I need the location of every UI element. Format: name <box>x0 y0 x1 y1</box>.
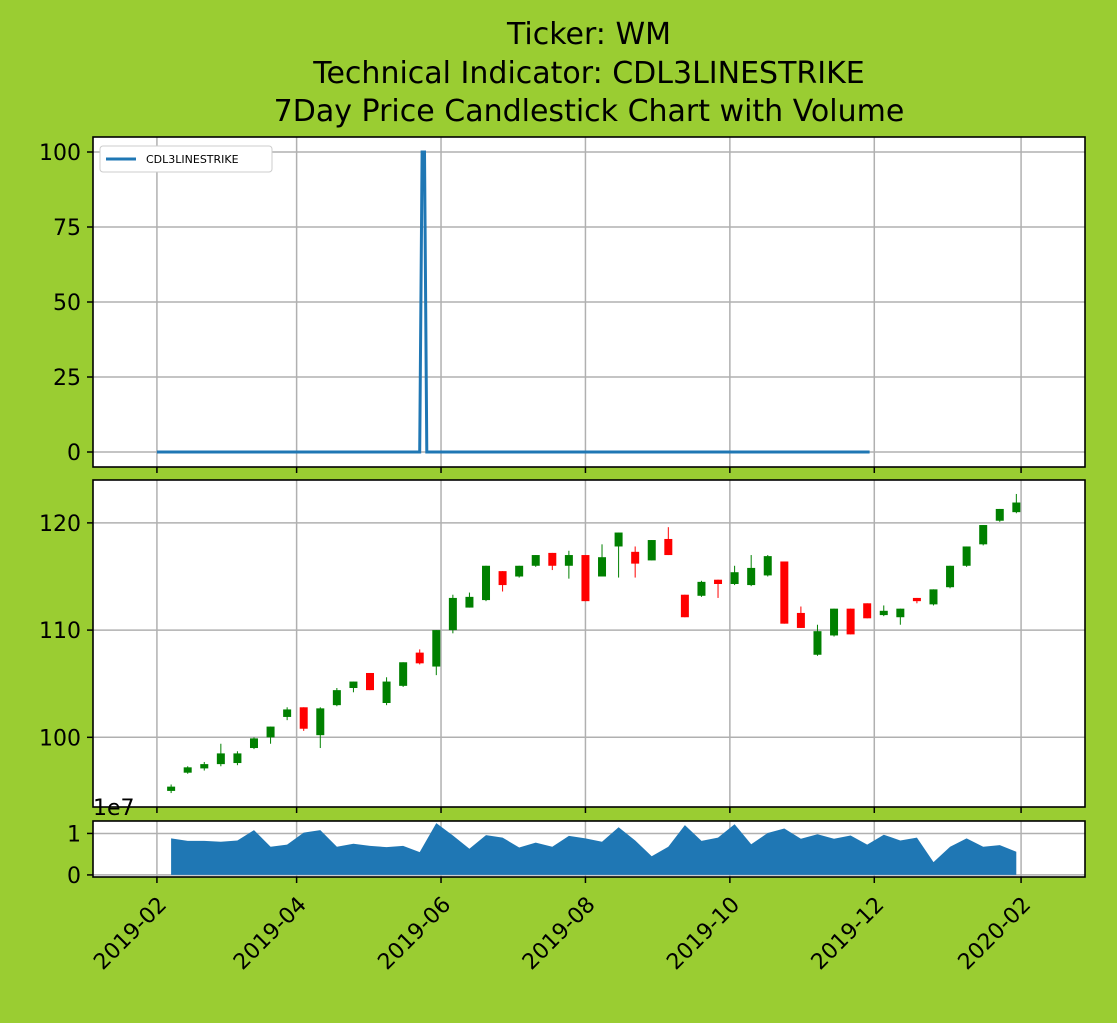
price-ytick-label: 120 <box>39 512 81 537</box>
indicator-panel: 0 25 50 75 100 CDL3LINESTRIKE <box>39 136 1086 473</box>
candle-body <box>415 652 424 664</box>
candle-body <box>796 612 805 628</box>
candle-body <box>680 594 689 618</box>
candle-body <box>647 540 656 561</box>
candle-body <box>747 567 756 586</box>
candle-body <box>581 555 590 602</box>
candle-body <box>962 546 971 566</box>
indicator-ytick-label: 50 <box>53 291 81 316</box>
candle-body <box>216 753 225 765</box>
indicator-series-line <box>156 150 870 454</box>
candle-body <box>830 608 839 636</box>
candle-body <box>316 708 325 736</box>
candle-body <box>598 557 607 577</box>
volume-offset-label: 1e7 <box>93 796 135 821</box>
volume-frame <box>92 820 1086 878</box>
candle-body <box>631 551 640 564</box>
title-line-indicator: Technical Indicator: CDL3LINESTRIKE <box>312 56 864 91</box>
candle-body <box>730 572 739 584</box>
candle-body <box>780 561 789 624</box>
candle-body <box>200 764 209 769</box>
legend: CDL3LINESTRIKE <box>99 145 273 173</box>
candle-body <box>714 579 723 584</box>
candle-body <box>482 565 491 601</box>
indicator-ytick-label: 100 <box>39 141 81 166</box>
candle-body <box>183 767 192 773</box>
xtick-label: 2020-02 <box>954 892 1037 975</box>
indicator-ytick-label: 25 <box>53 366 81 391</box>
volume-ytick-label: 0 <box>67 864 81 889</box>
candle-body <box>995 508 1004 521</box>
candle-body <box>515 565 524 577</box>
volume-panel: 0 1 1e7 2019-02 2019-04 2019-06 2019-08 2019-10… <box>67 796 1086 975</box>
price-ytick-label: 110 <box>39 619 81 644</box>
legend-label: CDL3LINESTRIKE <box>146 153 239 166</box>
candle-body <box>531 555 540 566</box>
candle-body <box>283 709 292 717</box>
title-line-subtitle: 7Day Price Candlestick Chart with Volume <box>274 94 905 129</box>
indicator-ytick-label: 0 <box>67 441 81 466</box>
candle-body <box>167 786 176 791</box>
candle-body <box>249 738 258 749</box>
candle-body <box>548 552 557 566</box>
xtick-label: 2019-04 <box>229 892 312 975</box>
candle-body <box>896 608 905 618</box>
candle-body <box>614 532 623 547</box>
candle-body <box>664 538 673 556</box>
candle-body <box>266 726 275 738</box>
candle-body <box>332 690 341 706</box>
candle-body <box>498 571 507 586</box>
candle-body <box>382 681 391 704</box>
indicator-frame <box>92 136 1086 468</box>
xtick-label: 2019-10 <box>662 892 745 975</box>
candle-body <box>399 662 408 686</box>
candle-body <box>912 597 921 602</box>
candle-body <box>929 589 938 605</box>
candle-body <box>299 707 308 729</box>
indicator-ytick-label: 75 <box>53 216 81 241</box>
candle-body <box>697 581 706 596</box>
legend-box <box>99 145 273 173</box>
candle-body <box>946 565 955 588</box>
price-ytick-label: 100 <box>39 726 81 751</box>
candle-body <box>813 631 822 655</box>
price-frame <box>92 479 1086 808</box>
candle-body <box>1012 502 1021 513</box>
candle-body <box>564 555 573 566</box>
xtick-label: 2019-12 <box>807 892 890 975</box>
candle-body <box>846 608 855 635</box>
volume-area <box>171 823 1017 875</box>
figure-title: Ticker: WM Technical Indicator: CDL3LINE… <box>274 17 905 129</box>
xtick-label: 2019-02 <box>89 892 172 975</box>
volume-ytick-label: 1 <box>67 822 81 847</box>
price-panel: 100 110 120 <box>39 479 1086 813</box>
candle-body <box>879 610 888 616</box>
candle-body <box>763 556 772 576</box>
candle-body <box>349 681 358 688</box>
candle-body <box>448 597 457 631</box>
candle-body <box>233 753 242 764</box>
candle-body <box>432 630 441 667</box>
candle-body <box>465 596 474 608</box>
candle-body <box>863 603 872 619</box>
xtick-label: 2019-08 <box>518 892 601 975</box>
xtick-label: 2019-06 <box>373 892 456 975</box>
price-plot-area <box>93 480 1085 807</box>
candle-body <box>366 672 375 691</box>
title-line-ticker: Ticker: WM <box>506 17 671 52</box>
candle-body <box>979 525 988 545</box>
